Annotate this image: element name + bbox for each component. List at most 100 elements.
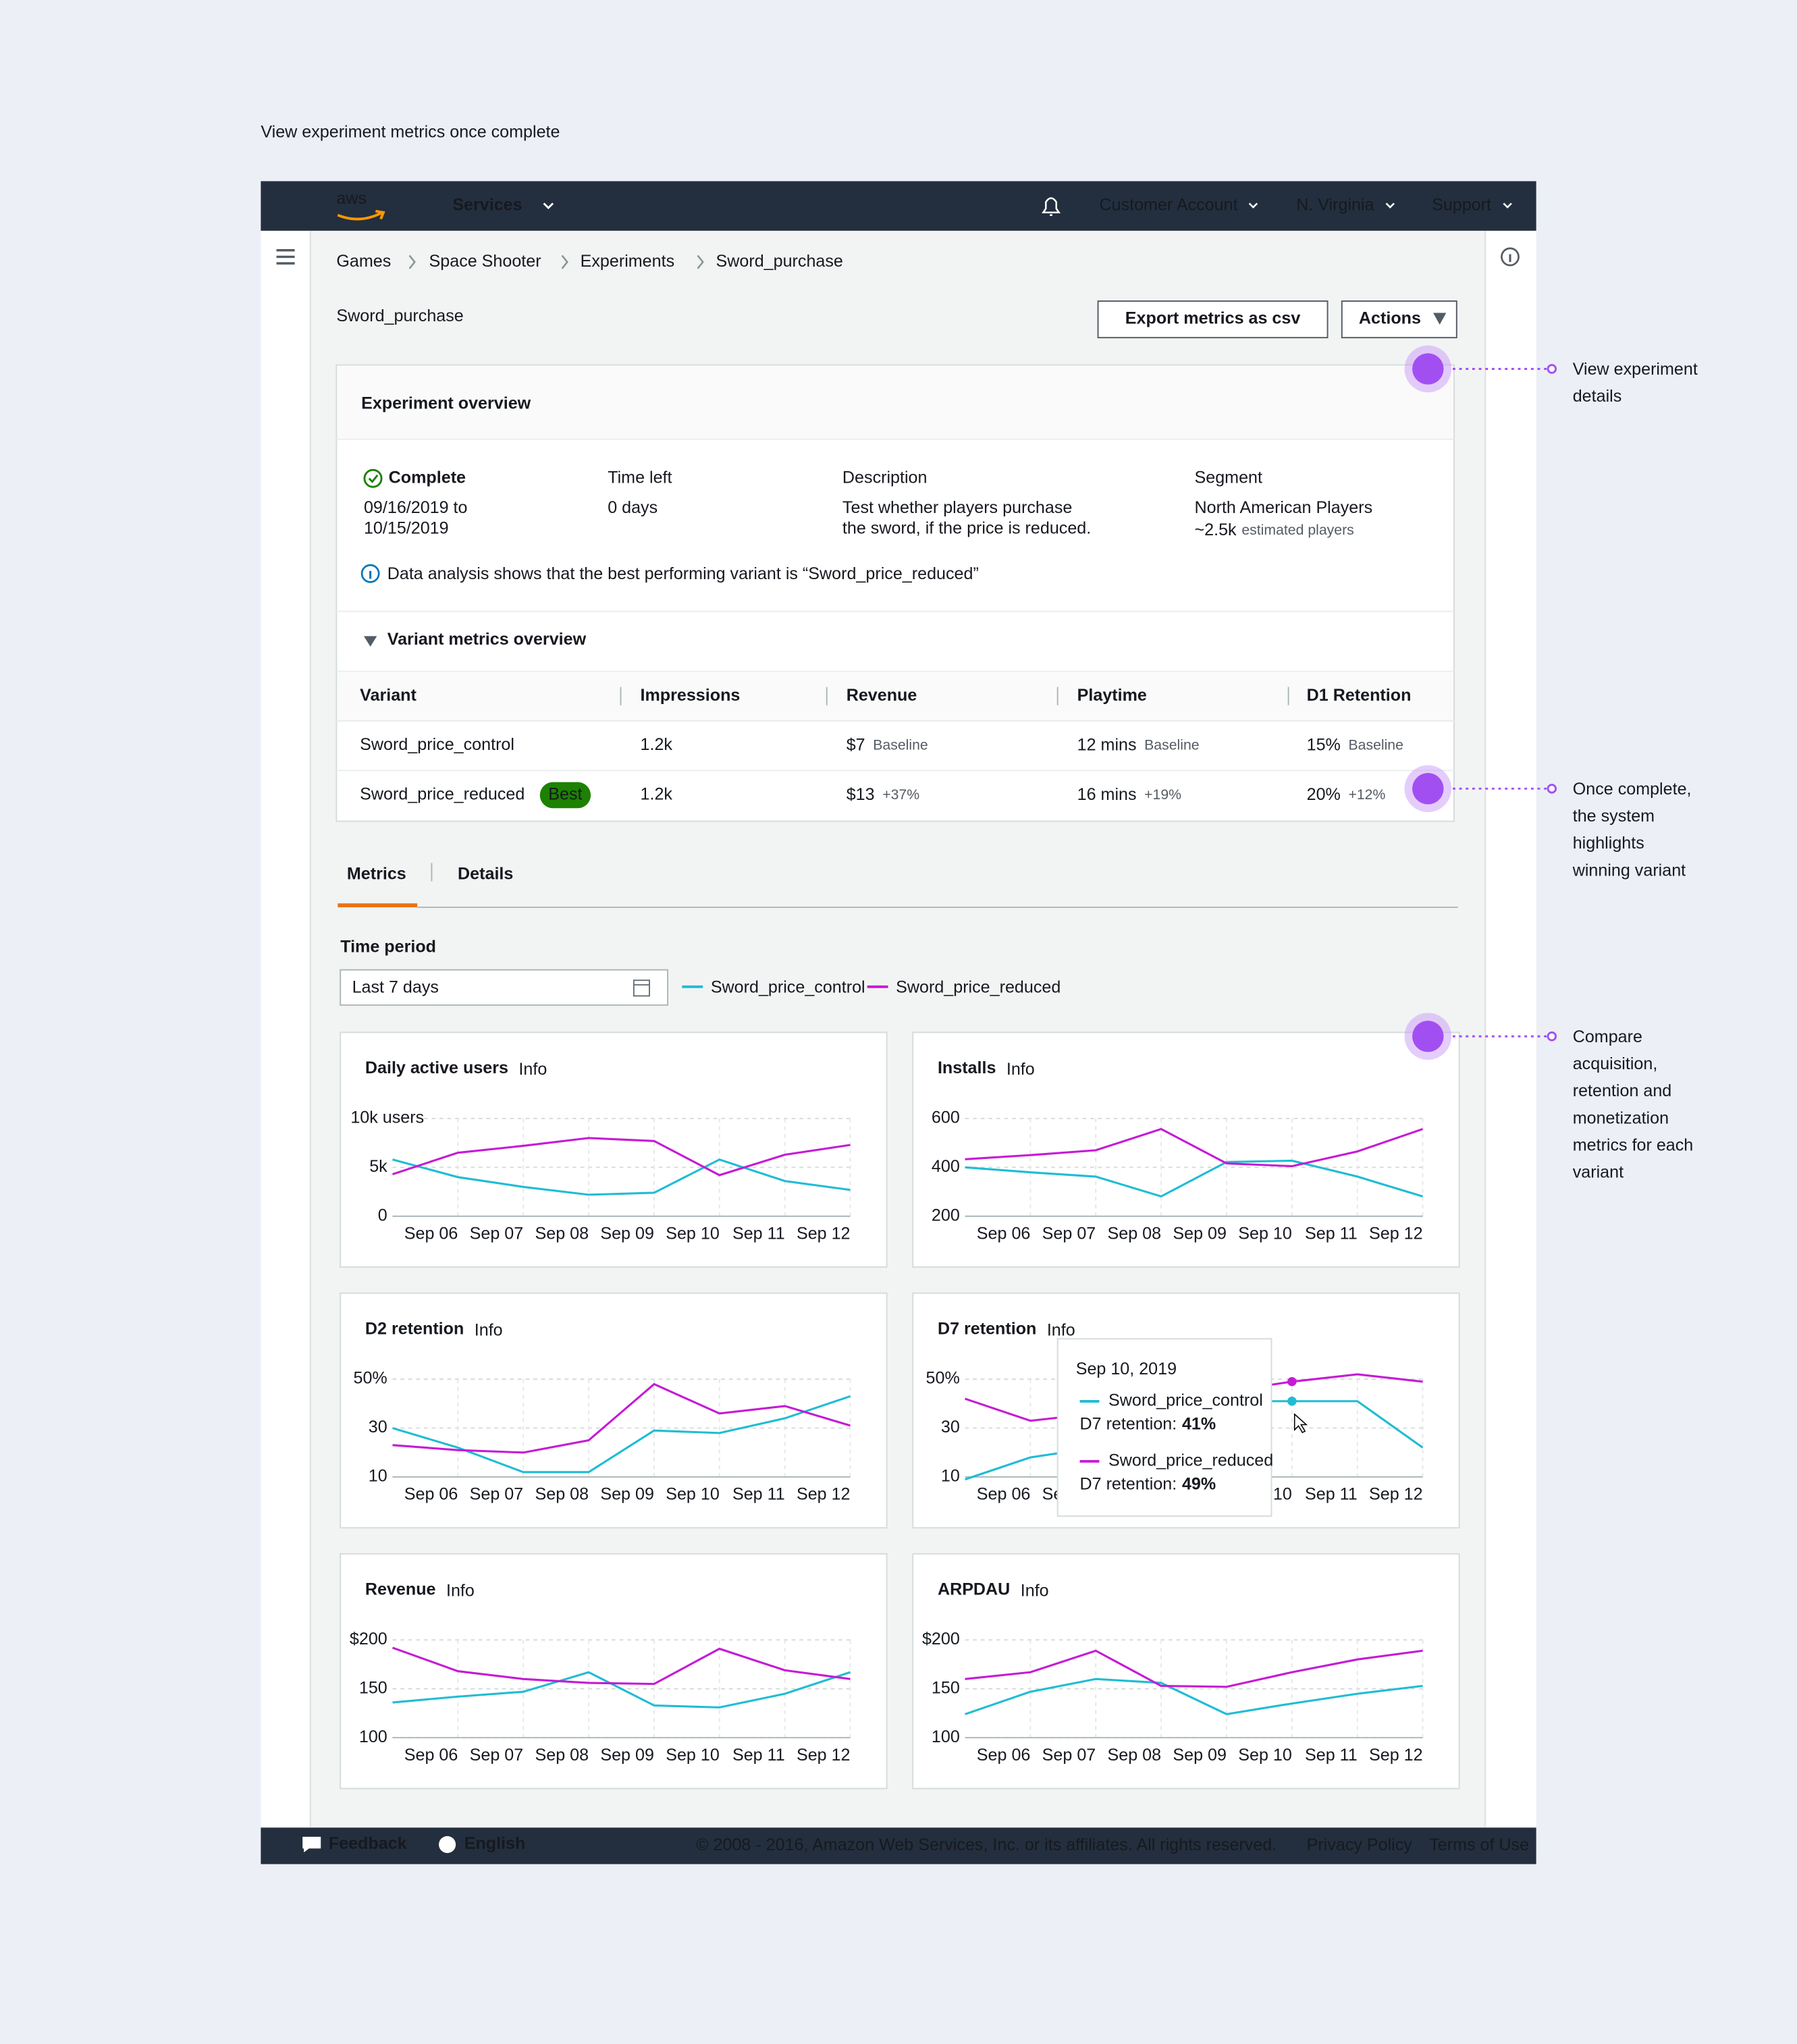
x-tick-label: Sep 06 (404, 1746, 458, 1765)
nav-menu[interactable]: N. Virginia (1296, 196, 1374, 215)
breadcrumb-separator (697, 254, 704, 269)
table-header (338, 672, 1453, 721)
metric-value: $7 (847, 735, 865, 754)
nav-menu[interactable]: Customer Account (1099, 196, 1237, 215)
field-label: Time left (608, 468, 672, 487)
status: Complete (389, 468, 466, 487)
export-button[interactable] (1097, 300, 1329, 339)
annotation-text: variant (1573, 1163, 1624, 1182)
aws-logo[interactable]: aws (336, 189, 367, 208)
x-tick-label: Sep 10 (666, 1485, 720, 1504)
chart-title: Installs (938, 1058, 996, 1077)
annotation-text: Once complete, (1573, 780, 1692, 799)
time-period-input[interactable] (340, 969, 669, 1006)
y-tick-label: 0 (378, 1206, 387, 1225)
series-line (392, 1646, 851, 1686)
annotation-text: retention and (1573, 1081, 1672, 1100)
time-period-value[interactable]: Last 7 days (352, 977, 439, 996)
x-tick-label: Sep 09 (600, 1485, 654, 1504)
status-icon (363, 468, 383, 488)
chart-title: ARPDAU (938, 1580, 1010, 1599)
section-toggle[interactable]: Variant metrics overview (387, 630, 587, 649)
tooltip-label: D7 retention: (1080, 1474, 1177, 1493)
feedback-link[interactable]: Feedback (329, 1834, 407, 1853)
info-link[interactable]: Info (1007, 1060, 1035, 1079)
metric-note: +37% (882, 786, 919, 803)
info-link[interactable]: Info (446, 1582, 475, 1601)
y-tick-label: 600 (932, 1108, 960, 1127)
y-tick-label: 10 (941, 1467, 960, 1486)
y-tick-label: 30 (369, 1418, 387, 1436)
chart-card (912, 1553, 1460, 1790)
x-tick-label: Sep 12 (797, 1746, 851, 1765)
field-value: the sword, if the price is reduced. (842, 519, 1091, 538)
tooltip-row: D7 retention: 41% (1080, 1414, 1216, 1433)
tab[interactable]: Details (458, 864, 513, 883)
nav-menu[interactable]: Support (1432, 196, 1491, 215)
chevron (543, 203, 554, 210)
language-link[interactable]: English (464, 1834, 526, 1853)
series-line (392, 1137, 851, 1177)
x-tick-label: Sep 08 (535, 1224, 589, 1243)
chevron (1503, 203, 1512, 209)
actions-button-label[interactable]: Actions (1359, 309, 1421, 328)
field-label: Segment (1195, 468, 1262, 487)
series-line (392, 1395, 851, 1474)
breadcrumb-link[interactable]: Games (336, 252, 391, 271)
status-check (368, 474, 379, 483)
bell-icon[interactable] (1042, 197, 1061, 216)
variant-name: Sword_price_control (360, 735, 514, 754)
x-tick-label: Sep 07 (470, 1485, 524, 1504)
annotation-end (1547, 364, 1557, 374)
annotation-text: Compare (1573, 1027, 1642, 1046)
x-tick-label: Sep 08 (535, 1746, 589, 1765)
series-line (392, 1158, 851, 1196)
metric-value: 12 mins (1077, 735, 1137, 754)
column-header: Playtime (1077, 686, 1147, 705)
tooltip-row: D7 retention: 49% (1080, 1474, 1216, 1493)
x-tick-label: Sep 11 (732, 1746, 785, 1765)
series-line (965, 1677, 1423, 1716)
x-tick-label: Sep 10 (1238, 1224, 1292, 1243)
annotation-end (1547, 1031, 1557, 1042)
top-nav (261, 181, 1536, 231)
column-header: D1 Retention (1307, 686, 1412, 705)
export-button-label[interactable]: Export metrics as csv (1125, 309, 1301, 328)
expand-caret[interactable] (363, 636, 377, 647)
info-link[interactable]: Info (475, 1320, 503, 1339)
info-link[interactable]: Info (1047, 1320, 1075, 1339)
calendar-icon[interactable] (633, 979, 650, 997)
info-link[interactable]: Info (1021, 1582, 1049, 1601)
estimate-value: ~2.5k (1195, 520, 1237, 539)
x-tick-label: Sep 08 (1108, 1746, 1162, 1765)
chart-card (340, 1292, 888, 1529)
field-value: North American Players (1195, 498, 1373, 517)
annotation-text: acquisition, (1573, 1054, 1658, 1073)
x-tick-label: Sep 12 (1369, 1224, 1423, 1243)
info-link[interactable]: Info (518, 1060, 547, 1079)
x-tick-label: Sep 07 (1042, 1746, 1096, 1765)
notice-icon (360, 564, 380, 583)
chart-card (912, 1031, 1460, 1268)
x-tick-label: Sep 11 (1305, 1224, 1358, 1243)
footer-link[interactable]: Terms of Use (1429, 1835, 1529, 1854)
legend-label: Sword_price_control (711, 977, 865, 996)
y-tick-label: 50% (926, 1369, 960, 1388)
dropdown-caret (1433, 313, 1447, 325)
breadcrumb-link[interactable]: Experiments (581, 252, 674, 271)
time-period-label: Time period (340, 938, 436, 957)
tab-active[interactable]: Metrics (347, 864, 406, 883)
breadcrumb-link[interactable]: Space Shooter (429, 252, 541, 271)
chart-title: D2 retention (365, 1319, 464, 1338)
x-tick-label: Sep 12 (1369, 1746, 1423, 1765)
footer-link[interactable]: Privacy Policy (1307, 1835, 1413, 1854)
y-tick-label: 10k users (350, 1108, 424, 1127)
x-tick-label: Sep 12 (797, 1485, 851, 1504)
annotation-text: metrics for each (1573, 1135, 1694, 1154)
x-tick-label: Sep 09 (1173, 1224, 1227, 1243)
highlight-dot (1412, 353, 1444, 385)
info-icon[interactable] (1501, 247, 1520, 267)
y-tick-label: $200 (350, 1630, 387, 1648)
metric-cell: 15% Baseline (1307, 735, 1403, 754)
services-menu[interactable]: Services (452, 196, 522, 215)
